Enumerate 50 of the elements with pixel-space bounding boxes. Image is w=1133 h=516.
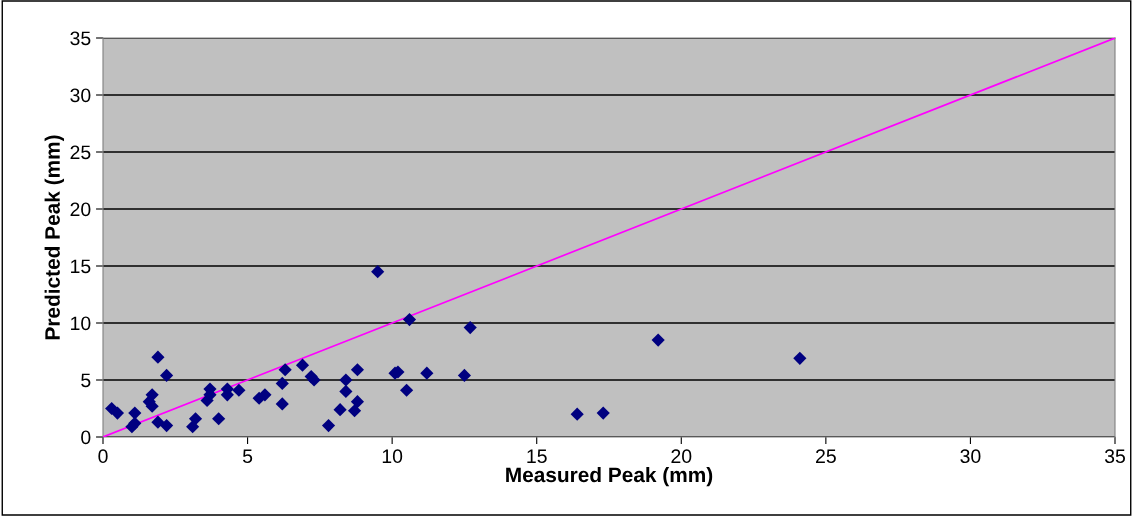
point xyxy=(278,363,292,377)
point xyxy=(151,350,165,364)
y-tick-label: 30 xyxy=(70,88,91,103)
y-tick-label: 0 xyxy=(81,430,91,445)
x-tick-label: 25 xyxy=(816,449,836,464)
y-axis-title: Predicted Peak (mm) xyxy=(44,135,65,340)
point xyxy=(258,388,272,402)
point xyxy=(321,419,336,433)
point xyxy=(110,406,125,420)
point xyxy=(275,397,289,411)
point xyxy=(151,415,165,429)
point xyxy=(402,312,417,327)
x-tick-label: 20 xyxy=(671,449,692,464)
x-tick-label: 35 xyxy=(1104,449,1125,464)
point xyxy=(420,366,434,380)
y-tick-label: 10 xyxy=(71,316,91,331)
point xyxy=(188,412,203,426)
point xyxy=(212,412,226,426)
point xyxy=(463,320,477,335)
point xyxy=(295,358,310,372)
point xyxy=(596,406,610,420)
point xyxy=(160,419,174,433)
point xyxy=(371,265,385,279)
y-tick-label: 20 xyxy=(70,202,91,217)
y-tick-label: 25 xyxy=(70,145,91,160)
point xyxy=(160,368,174,383)
point xyxy=(275,376,289,391)
point xyxy=(793,351,807,365)
point xyxy=(570,407,584,421)
x-tick-label: 10 xyxy=(382,449,403,464)
y-tick-label: 5 xyxy=(81,373,91,388)
point xyxy=(128,406,142,420)
point xyxy=(350,363,365,377)
point xyxy=(347,404,362,418)
y-tick-label: 15 xyxy=(71,259,91,274)
point xyxy=(339,373,353,387)
point xyxy=(651,333,665,347)
x-tick-label: 15 xyxy=(527,449,547,464)
x-axis-title: Measured Peak (mm) xyxy=(506,466,713,487)
point xyxy=(232,383,246,397)
point xyxy=(350,395,365,409)
x-tick-label: 30 xyxy=(960,449,981,464)
x-tick-label: 5 xyxy=(242,449,253,464)
y-tick-label: 35 xyxy=(70,31,91,46)
x-tick-label: 0 xyxy=(98,449,108,464)
point xyxy=(128,416,142,430)
point xyxy=(333,403,347,417)
point xyxy=(339,384,353,398)
point xyxy=(457,368,472,383)
point xyxy=(400,383,414,397)
